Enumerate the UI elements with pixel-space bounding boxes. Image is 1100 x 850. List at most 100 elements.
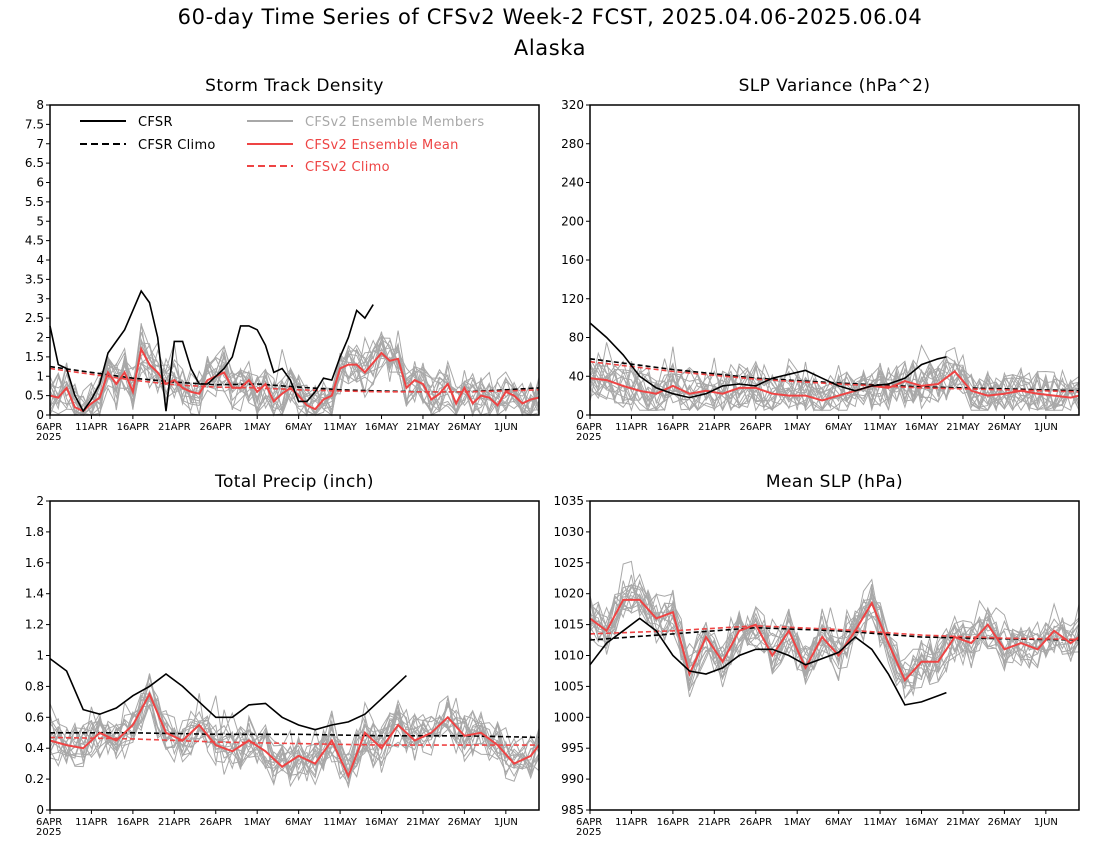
x-tick-label: 11MAY [863,422,897,433]
x-tick-label: 1JUN [494,422,518,433]
legend-label-cfsr: CFSR [138,115,173,130]
member-line [589,346,1080,412]
y-tick-label: 1035 [553,494,584,508]
x-tick-label: 21MAY [406,422,440,433]
y-tick-label: 280 [561,137,584,151]
y-tick-label: 1.8 [25,525,44,539]
y-tick-label: 5 [36,214,44,228]
page-title: 60-day Time Series of CFSv2 Week-2 FCST,… [177,5,923,29]
series-cfsr-climo [589,358,1080,392]
y-tick-label: 3 [36,292,44,306]
x-tick-label: 21APR [698,817,731,828]
x-tick-label: 21APR [158,817,191,828]
chart-panel-1: Storm Track Density 0 0.5 1 1.5 2 2.5 3 3.5 4 4.5 5… [25,76,540,443]
x-tick-label: 26MAY [988,422,1022,433]
chart-panel-3: Total Precip (inch) 0 0.2 0.4 0.6 0.8 1 1.2 1.4 1… [25,472,540,838]
series-cfsr [589,322,947,399]
y-tick-label: 120 [561,292,584,306]
x-tick-label: 1JUN [1034,422,1058,433]
y-tick-label: 4.5 [25,234,44,248]
y-tick-label: 1.4 [25,587,44,601]
x-tick-label: 26MAY [988,817,1022,828]
x-tick-label: 16APR [657,817,690,828]
series-cfsv2-ensemble-mean [589,370,1080,402]
y-tick-label: 1000 [553,710,584,724]
y-tick-label: 2 [36,494,44,508]
x-tick-label: 1MAY [244,817,272,828]
x-tick-label: 26MAY [448,422,482,433]
x-tick-label: 21MAY [946,817,980,828]
x-tick-label: 16MAY [365,817,399,828]
member-line [49,697,540,777]
x-tick-label: 1MAY [244,422,272,433]
x-tick-label: 21MAY [946,422,980,433]
member-line [589,573,1080,683]
y-tick-label: 3.5 [25,272,44,286]
legend: CFSR CFSR Climo CFSv2 Ensemble Members CFSv… [80,115,484,175]
x-tick-label: 1JUN [1034,817,1058,828]
y-tick-label: 160 [561,253,584,267]
x-tick-label: 16MAY [365,422,399,433]
y-tick-label: 1.5 [25,350,44,364]
x-tick-label: 2025 [36,827,61,838]
y-tick-label: 6.5 [25,156,44,170]
series-cfsr-climo [589,626,1080,641]
series-cfsv2-ensemble-mean [49,691,540,779]
x-tick-label: 11MAY [863,817,897,828]
member-line [49,675,540,780]
series-cfsr-climo [49,365,540,393]
y-tick-label: 200 [561,214,584,228]
x-tick-label: 6APR [576,422,602,433]
y-tick-label: 7.5 [25,117,44,131]
series-cfsv2-climo [589,624,1080,641]
x-tick-label: 6MAY [825,817,853,828]
y-tick-label: 1030 [553,525,584,539]
x-tick-label: 26APR [199,422,232,433]
ensemble-members [49,673,540,789]
y-tick-label: 1015 [553,618,584,632]
y-tick-label: 8 [36,98,44,112]
y-tick-label: 7 [36,137,44,151]
x-tick-label: 16MAY [905,817,939,828]
y-tick-label: 40 [569,369,584,383]
panel-title: Total Precip (inch) [214,472,374,492]
x-tick-label: 6MAY [285,817,313,828]
member-line [589,360,1080,411]
series-cfsv2-climo [589,360,1080,393]
member-line [589,342,1080,411]
member-line [49,693,540,777]
x-tick-label: 6APR [36,817,62,828]
member-line [589,353,1080,412]
legend-label-cfsr-climo: CFSR Climo [138,138,216,153]
x-tick-label: 11APR [615,817,648,828]
x-tick-label: 16APR [117,422,150,433]
member-line [589,346,1080,409]
ensemble-members [589,560,1080,700]
y-tick-label: 1020 [553,587,584,601]
y-tick-label: 0.2 [25,772,44,786]
series-cfsr [589,617,947,706]
x-tick-label: 11MAY [323,422,357,433]
x-tick-label: 1MAY [784,817,812,828]
series-cfsv2-ensemble-mean [589,598,1080,683]
y-tick-label: 0 [36,408,44,422]
x-tick-label: 26APR [739,422,772,433]
x-tick-label: 16APR [657,422,690,433]
y-tick-label: 320 [561,98,584,112]
y-tick-label: 5.5 [25,195,44,209]
member-line [589,581,1080,698]
x-tick-label: 1JUN [494,817,518,828]
y-tick-label: 985 [561,803,584,817]
ensemble-members [49,323,540,417]
legend-label-members: CFSv2 Ensemble Members [305,115,484,130]
panel-title: Storm Track Density [205,76,384,96]
page-subtitle: Alaska [513,36,587,60]
x-tick-label: 11APR [75,422,108,433]
panel-title: SLP Variance (hPa^2) [739,76,931,96]
y-tick-label: 1.6 [25,556,44,570]
member-line [49,703,540,782]
y-tick-label: 2 [36,331,44,345]
y-tick-label: 4 [36,253,44,267]
y-tick-label: 1 [36,369,44,383]
